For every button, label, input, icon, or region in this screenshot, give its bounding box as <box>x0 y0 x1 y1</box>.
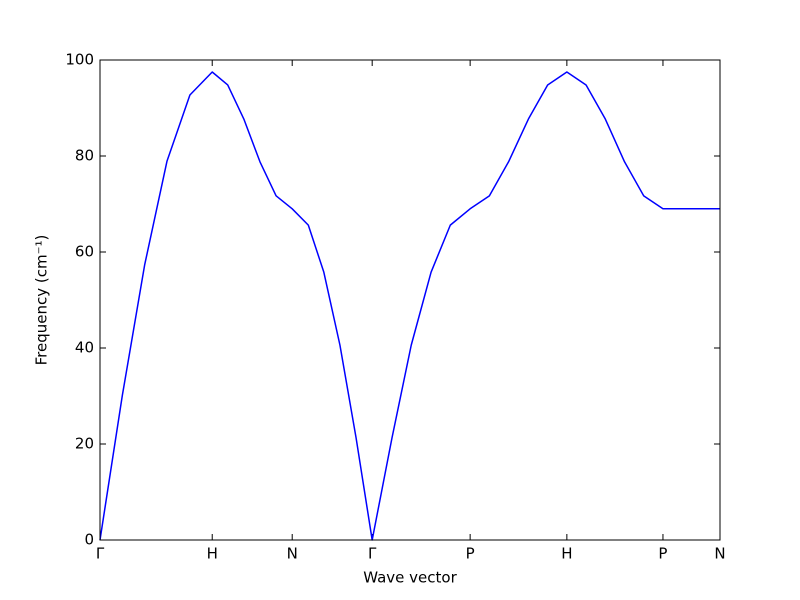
x-tick-label: Γ <box>96 545 105 563</box>
x-tick-label: Γ <box>368 545 377 563</box>
y-tick-label: 60 <box>75 243 94 261</box>
plot-frame <box>99 59 721 541</box>
y-tick-label: 0 <box>84 531 94 549</box>
x-tick-label: N <box>714 545 725 563</box>
y-tick-label: 100 <box>65 51 94 69</box>
y-axis-label: Frequency (cm⁻¹) <box>33 235 51 366</box>
x-tick-label: P <box>466 545 475 563</box>
x-tick-label: H <box>561 545 572 563</box>
x-tick-label: H <box>207 545 218 563</box>
y-tick-label: 20 <box>75 435 94 453</box>
y-tick-label: 80 <box>75 147 94 165</box>
dispersion-line <box>99 71 720 541</box>
y-tick-label: 40 <box>75 339 94 357</box>
x-tick-label: P <box>658 545 667 563</box>
x-axis-label: Wave vector <box>363 569 457 587</box>
x-tick-label: N <box>287 545 298 563</box>
